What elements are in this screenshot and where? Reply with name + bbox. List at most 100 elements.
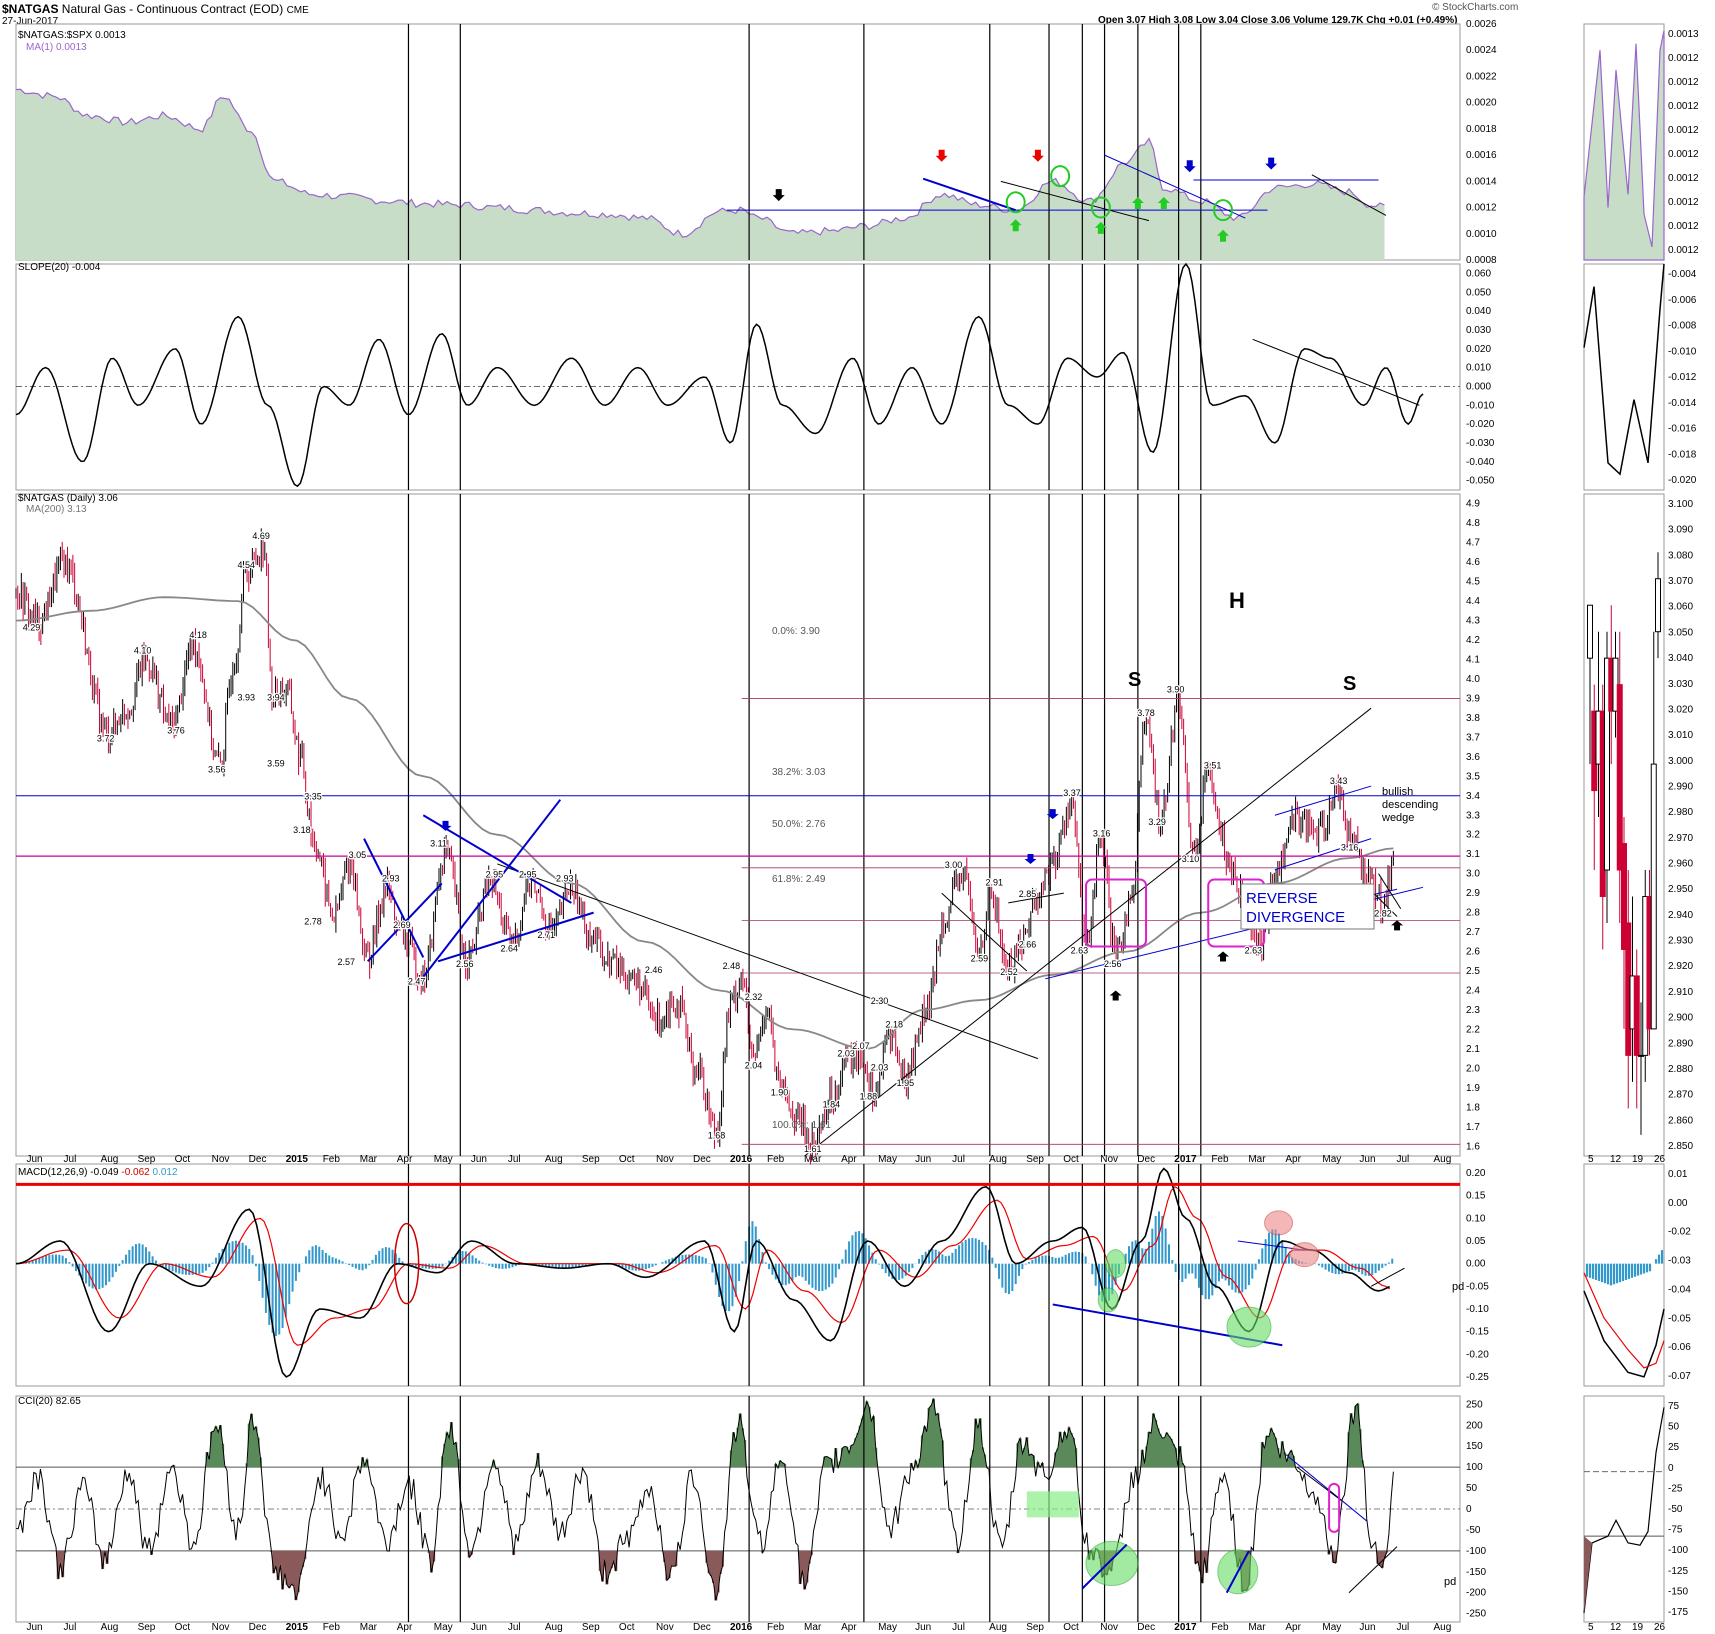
x-month-label: 2016 [730,1622,753,1633]
zoom-y-tick-label: 2.960 [1668,859,1693,870]
price-point-label: 2.56 [1104,959,1122,969]
zoom-x-label: 19 [1632,1622,1644,1633]
zoom-y-tick-label: -0.008 [1668,321,1697,332]
up-arrow-icon [1094,221,1107,234]
green-highlight-marker [1085,1540,1139,1586]
fib-50: 50.0%: 2.76 [772,819,826,830]
x-month-label: Nov [656,1622,674,1633]
y-tick-label: 0.00 [1466,1259,1486,1270]
x-month-label: Sep [1026,1622,1044,1633]
y-tick-label: 2.6 [1466,947,1480,958]
price-point-label: 4.69 [252,531,270,541]
zoom-y-tick-label: 2.850 [1668,1141,1693,1152]
down-arrow-icon [772,189,785,202]
x-month-label: Apr [841,1622,857,1633]
price-point-label: 2.93 [382,873,400,883]
zoom-candle-body [1604,657,1610,871]
price-point-label: 2.07 [852,1041,870,1051]
ratio-legend: $NATGAS:$SPX 0.0013 [18,30,126,41]
red-highlight-marker [1264,1210,1294,1236]
price-point-label: 4.10 [134,646,152,656]
zoom-x-label: 5 [1588,1622,1594,1633]
x-month-label: Mar [1248,1622,1266,1633]
zoom-y-tick-label: 3.000 [1668,756,1693,767]
y-tick-label: 50 [1466,1483,1478,1494]
zoom-x-label: 12 [1610,1622,1622,1633]
fib-618: 61.8%: 2.49 [772,874,826,885]
zoom-y-tick-label: 0.00 [1668,1198,1688,1209]
y-tick-label: 4.2 [1466,635,1480,646]
panel-frame [15,263,1461,491]
y-tick-label: -150 [1466,1567,1486,1578]
y-tick-label: -0.20 [1466,1349,1489,1360]
slope-trend-line [1252,338,1420,406]
x-month-label: Apr [1285,1622,1301,1633]
y-tick-label: 3.9 [1466,693,1480,704]
y-tick-label: -0.020 [1466,419,1495,430]
price-point-label: 2.69 [393,920,411,930]
price-point-label: 4.54 [238,560,256,570]
x-month-label: Feb [1211,1622,1229,1633]
zoom-y-tick-label: -0.012 [1668,372,1697,383]
zoom-macd-line [1583,1290,1665,1378]
x-month-label: Mar [804,1622,822,1633]
x-month-label: Nov [656,1154,674,1165]
ratio-ma-line [15,88,1385,238]
y-tick-label: -200 [1466,1588,1486,1599]
zoom-candle-body [1650,763,1657,1030]
zoom-cci-line [1583,1407,1665,1614]
x-month-label: Oct [619,1622,635,1633]
reverse-divergence-line1: REVERSE [1246,890,1318,907]
x-month-label: 2016 [730,1154,753,1165]
price-point-label: 2.93 [556,873,574,883]
zoom-y-tick-label: 0.0012 [1668,197,1699,208]
price-point-label: 3.76 [167,725,185,735]
price-legend: $NATGAS (Daily) 3.06 [18,493,118,504]
zoom-candle-body [1655,578,1661,633]
up-arrow-icon [1391,920,1404,931]
x-month-label: May [434,1154,453,1165]
y-tick-label: 0.0012 [1466,203,1497,214]
zoom-y-tick-label: 3.100 [1668,499,1693,510]
x-month-label: Dec [1137,1154,1155,1165]
x-month-label: Aug [545,1154,563,1165]
reverse-divergence-line2: DIVERGENCE [1246,909,1345,926]
y-tick-label: 3.1 [1466,849,1480,860]
zoom-y-tick-label: 3.040 [1668,653,1693,664]
zoom-y-tick-label: -75 [1668,1525,1683,1536]
x-month-label: Dec [249,1622,267,1633]
y-tick-label: 0.010 [1466,363,1491,374]
x-month-label: Jul [508,1154,521,1165]
y-tick-label: 0.0010 [1466,229,1497,240]
x-month-label: 2017 [1174,1154,1197,1165]
macd-legend-label: MACD(12,26,9) [18,1167,87,1178]
up-arrow-icon [1109,990,1122,1001]
x-month-label: Aug [545,1622,563,1633]
price-point-label: 1.90 [771,1088,789,1098]
cci-trend-line [1225,1550,1250,1594]
copyright-label: © StockCharts.com [1432,2,1519,13]
macd-pd-label: pd [1452,1281,1464,1293]
zoom-y-tick-label: 3.030 [1668,679,1693,690]
macd-signal-value: -0.062 [121,1167,150,1178]
zoom-candle-body [1633,975,1640,1056]
price-point-label: 3.29 [1148,817,1166,827]
green-highlight-marker [1026,1491,1079,1518]
y-tick-label: 4.9 [1466,499,1480,510]
price-point-label: 2.71 [537,930,555,940]
x-month-label: Aug [101,1622,119,1633]
y-tick-label: 0.15 [1466,1191,1486,1202]
y-tick-label: 3.8 [1466,713,1480,724]
x-month-label: Oct [1063,1154,1079,1165]
y-tick-label: 0.000 [1466,381,1491,392]
y-tick-label: 2.5 [1466,966,1480,977]
green-highlight-marker [1105,1249,1127,1279]
price-point-label: 3.78 [1137,708,1155,718]
x-month-label: Dec [693,1154,711,1165]
y-tick-label: 2.4 [1466,986,1480,997]
zoom-y-tick-label: 2.990 [1668,781,1693,792]
y-tick-label: 3.3 [1466,810,1480,821]
channel-line [941,892,1028,972]
x-month-label: Jun [915,1622,931,1633]
cci-trend-line [1348,1546,1398,1594]
